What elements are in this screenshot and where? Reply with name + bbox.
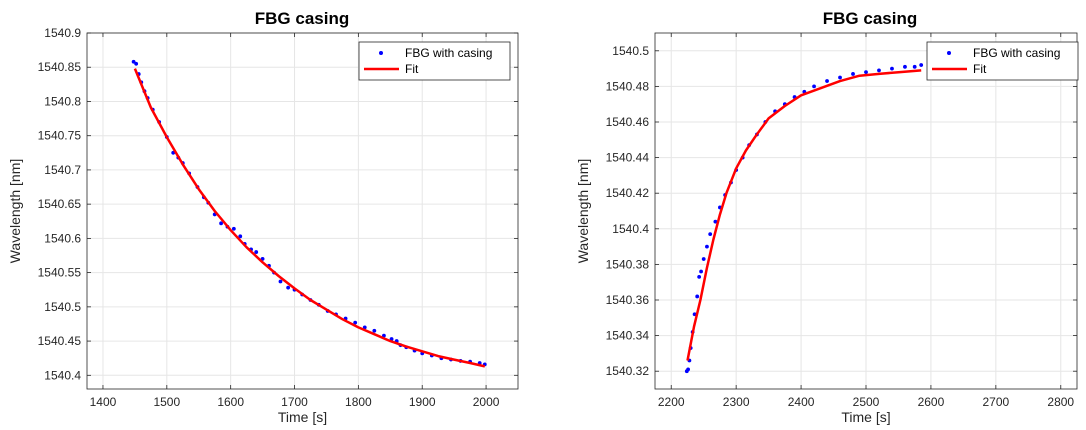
data-point bbox=[699, 269, 703, 274]
x-tick-label: 2500 bbox=[853, 395, 880, 409]
legend-box bbox=[926, 41, 1079, 81]
plot-area bbox=[87, 33, 518, 389]
data-point bbox=[697, 274, 702, 279]
data-point bbox=[912, 64, 917, 69]
data-point bbox=[278, 279, 283, 284]
data-point bbox=[713, 219, 718, 224]
data-point bbox=[686, 367, 691, 372]
y-tick-label: 1540.42 bbox=[606, 186, 650, 200]
y-axis-label: Wavelength [nm] bbox=[7, 159, 23, 264]
chart-title: FBG casing bbox=[823, 9, 917, 28]
x-tick-label: 2700 bbox=[982, 395, 1009, 409]
data-point bbox=[695, 294, 700, 299]
data-point bbox=[701, 257, 706, 261]
chart-panel-2: 2200 2300 2400 2500 2600 2700 2800 1540.32 1540.… bbox=[575, 9, 1079, 425]
x-tick-label: 2600 bbox=[918, 395, 945, 409]
data-point bbox=[131, 59, 136, 64]
y-tick-label: 1540.55 bbox=[38, 266, 82, 280]
y-tick-label: 1540.7 bbox=[44, 163, 81, 177]
legend: FBG with casing Fit bbox=[358, 41, 511, 81]
fit-line bbox=[133, 68, 486, 368]
data-point bbox=[254, 250, 259, 254]
data-point bbox=[231, 226, 236, 231]
data-point bbox=[362, 325, 367, 330]
y-tick-label: 1540.5 bbox=[612, 44, 649, 58]
y-tick-label: 1540.45 bbox=[38, 334, 82, 348]
y-tick-label: 1540.8 bbox=[44, 94, 81, 108]
axes-box bbox=[86, 32, 519, 390]
x-tick-label: 1400 bbox=[90, 395, 117, 409]
data-point bbox=[877, 68, 881, 73]
y-tick-label: 1540.6 bbox=[44, 231, 81, 245]
legend-swatch-points bbox=[947, 51, 951, 55]
y-tick-label: 1540.44 bbox=[606, 151, 650, 165]
y-tick-label: 1540.65 bbox=[38, 197, 82, 211]
y-tick-label: 1540.4 bbox=[612, 222, 649, 236]
x-tick-label: 1800 bbox=[345, 395, 372, 409]
data-point bbox=[890, 66, 894, 71]
x-tick-label: 1700 bbox=[281, 395, 308, 409]
legend-label: Fit bbox=[405, 62, 419, 76]
data-point bbox=[353, 320, 358, 325]
x-tick-label: 2800 bbox=[1047, 395, 1074, 409]
data-point bbox=[812, 84, 816, 89]
y-tick-label: 1540.75 bbox=[38, 129, 82, 143]
data-point bbox=[851, 72, 855, 76]
x-tick-label: 2000 bbox=[473, 395, 500, 409]
data-point bbox=[286, 285, 291, 290]
x-tick-label: 2300 bbox=[723, 395, 750, 409]
y-tick-label: 1540.32 bbox=[606, 364, 650, 378]
x-axis-label: Time [s] bbox=[841, 409, 890, 425]
data-point bbox=[134, 61, 139, 66]
y-tick-label: 1540.38 bbox=[606, 257, 650, 271]
y-tick-label: 1540.48 bbox=[606, 79, 650, 93]
data-point bbox=[705, 244, 709, 249]
legend-label: FBG with casing bbox=[973, 46, 1060, 60]
y-tick-label: 1540.85 bbox=[38, 60, 82, 74]
x-tick-label: 1600 bbox=[217, 395, 244, 409]
data-point bbox=[382, 333, 386, 338]
y-tick-label: 1540.34 bbox=[606, 329, 650, 343]
data-point bbox=[838, 75, 842, 80]
fit-line bbox=[686, 69, 922, 361]
legend-label: Fit bbox=[973, 62, 987, 76]
legend-swatch-points bbox=[379, 51, 383, 55]
x-axis-label: Time [s] bbox=[278, 409, 327, 425]
x-tick-label: 1900 bbox=[409, 395, 436, 409]
chart-panel-1: 1400 1500 1600 1700 1800 1900 2000 1540.4 1540.4… bbox=[7, 9, 519, 425]
y-axis-label: Wavelength [nm] bbox=[575, 159, 591, 264]
legend: FBG with casing Fit bbox=[926, 41, 1079, 81]
data-point bbox=[708, 232, 713, 237]
y-tick-label: 1540.9 bbox=[44, 26, 81, 40]
chart-title: FBG casing bbox=[255, 9, 349, 28]
data-point bbox=[238, 234, 243, 239]
data-point bbox=[372, 328, 377, 333]
data-point bbox=[219, 221, 223, 226]
y-tick-label: 1540.5 bbox=[44, 300, 81, 314]
x-tick-label: 2400 bbox=[788, 395, 815, 409]
x-tick-label: 1500 bbox=[153, 395, 180, 409]
legend-box bbox=[358, 41, 511, 81]
y-tick-label: 1540.36 bbox=[606, 293, 650, 307]
y-tick-label: 1540.4 bbox=[44, 368, 81, 382]
data-point bbox=[919, 63, 924, 67]
data-point bbox=[903, 64, 907, 69]
data-point bbox=[864, 70, 868, 75]
legend-label: FBG with casing bbox=[405, 46, 492, 60]
x-tick-label: 2200 bbox=[658, 395, 685, 409]
y-tick-label: 1540.46 bbox=[606, 115, 650, 129]
data-point bbox=[825, 79, 829, 83]
